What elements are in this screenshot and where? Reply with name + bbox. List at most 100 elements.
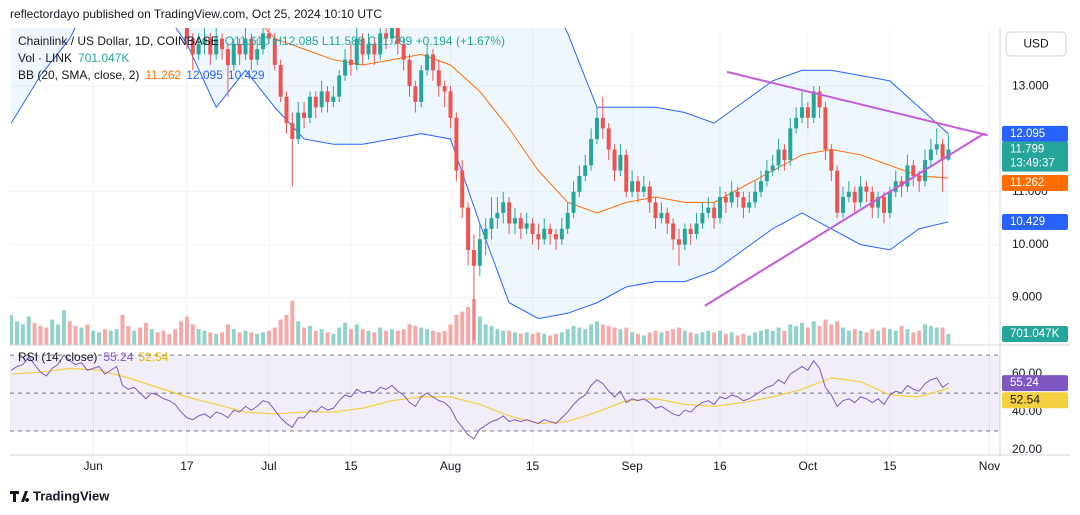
candle-body xyxy=(507,202,512,224)
candle-body xyxy=(589,138,594,166)
volume-bar xyxy=(466,306,471,345)
candle-body xyxy=(413,86,418,102)
currency-label[interactable]: USD xyxy=(1023,37,1049,51)
candle-body xyxy=(524,223,529,229)
candle-body xyxy=(676,239,681,245)
volume-bar xyxy=(501,330,506,345)
volume-bar xyxy=(635,333,640,345)
volume-bar xyxy=(436,332,441,345)
candle-body xyxy=(536,234,541,240)
currency-button[interactable] xyxy=(1005,31,1067,57)
candle-body xyxy=(360,38,365,55)
candle-body xyxy=(454,117,459,171)
volume-bar xyxy=(524,332,529,345)
volume-bar xyxy=(723,333,728,345)
bb-lower-value: 10.429 xyxy=(228,68,265,82)
candle-body xyxy=(753,191,758,203)
candle-body xyxy=(741,197,746,208)
bb-upper-line xyxy=(564,28,949,135)
candle-body xyxy=(729,191,734,203)
candle-body xyxy=(266,33,271,39)
volume-bar xyxy=(220,332,225,345)
candle-body xyxy=(934,144,939,150)
volume-bar xyxy=(483,324,488,345)
volume-bar xyxy=(296,321,301,345)
volume-bar xyxy=(882,327,887,345)
volume-bar xyxy=(184,316,189,345)
ohlc-values: O11.610 H12.085 L11.588 C11.799 +0.194 (… xyxy=(225,34,505,48)
candle-body xyxy=(343,59,348,76)
volume-bar xyxy=(717,330,722,345)
rsi-pane xyxy=(10,354,1000,440)
volume-bar xyxy=(858,330,863,345)
candle-body xyxy=(735,191,740,198)
volume-bar xyxy=(571,325,576,345)
volume-bar xyxy=(313,330,318,345)
candle-body xyxy=(348,59,353,65)
volume-bar xyxy=(911,332,916,345)
volume-bar xyxy=(870,329,875,345)
rsi-ma-line xyxy=(11,367,949,425)
candle-body xyxy=(887,191,892,213)
volume-bar xyxy=(460,311,465,345)
candle-body xyxy=(331,96,336,102)
volume-bar xyxy=(917,330,922,345)
candle-body xyxy=(911,165,916,176)
volume-bar xyxy=(67,321,72,345)
candle-body xyxy=(249,38,254,60)
volume-bar xyxy=(928,325,933,345)
candle-body xyxy=(337,75,342,97)
candle-body xyxy=(190,38,195,55)
volume-bar xyxy=(583,329,588,345)
volume-bar xyxy=(430,330,435,345)
candle-body xyxy=(261,33,266,50)
volume-bar xyxy=(413,325,418,345)
volume-bar xyxy=(38,325,43,345)
volume-bar xyxy=(73,325,78,345)
brand-name[interactable]: TradingView xyxy=(33,488,110,503)
volume-bar xyxy=(940,327,945,345)
volume-bar xyxy=(143,322,148,345)
price-tag-label: 11.262 xyxy=(1010,177,1044,189)
price-tag xyxy=(1002,125,1068,142)
candle-body xyxy=(600,117,605,129)
candle-body xyxy=(542,228,547,240)
countdown-label: 13:49:37 xyxy=(1010,158,1055,170)
candle-body xyxy=(489,218,494,229)
brand-logo[interactable]: TradingView xyxy=(10,488,110,503)
volume-bar xyxy=(811,321,816,345)
candle-body xyxy=(436,70,441,87)
volume-bar xyxy=(735,335,740,345)
candle-body xyxy=(208,38,213,55)
volume-bar xyxy=(694,333,699,345)
volume-bar xyxy=(161,330,166,345)
candle-body xyxy=(794,117,799,129)
candle-body xyxy=(548,228,553,235)
x-tick-label: 17 xyxy=(180,459,194,473)
volume-bar xyxy=(665,330,670,345)
volume-bar xyxy=(261,332,266,345)
bb-fill xyxy=(11,28,949,319)
volume-bar xyxy=(641,335,646,345)
candle-body xyxy=(571,191,576,213)
candle-body xyxy=(530,223,535,235)
volume-bar xyxy=(378,327,383,345)
candle-body xyxy=(882,197,887,213)
volume-bar xyxy=(553,333,558,345)
volume-bar xyxy=(770,330,775,345)
candle-body xyxy=(606,128,611,150)
candle-body xyxy=(870,191,875,208)
volume-bar xyxy=(477,316,482,345)
candle-body xyxy=(501,202,506,213)
candle-body xyxy=(858,186,863,203)
volume-bar xyxy=(108,330,113,345)
x-tick-label: Aug xyxy=(440,459,461,473)
candle-body xyxy=(389,28,394,39)
volume-bar xyxy=(266,330,271,345)
volume-bar xyxy=(20,324,25,345)
candle-body xyxy=(466,207,471,250)
volume-bar xyxy=(864,332,869,345)
candle-body xyxy=(483,228,488,240)
volume-bar xyxy=(559,332,564,345)
volume-bar xyxy=(835,321,840,345)
